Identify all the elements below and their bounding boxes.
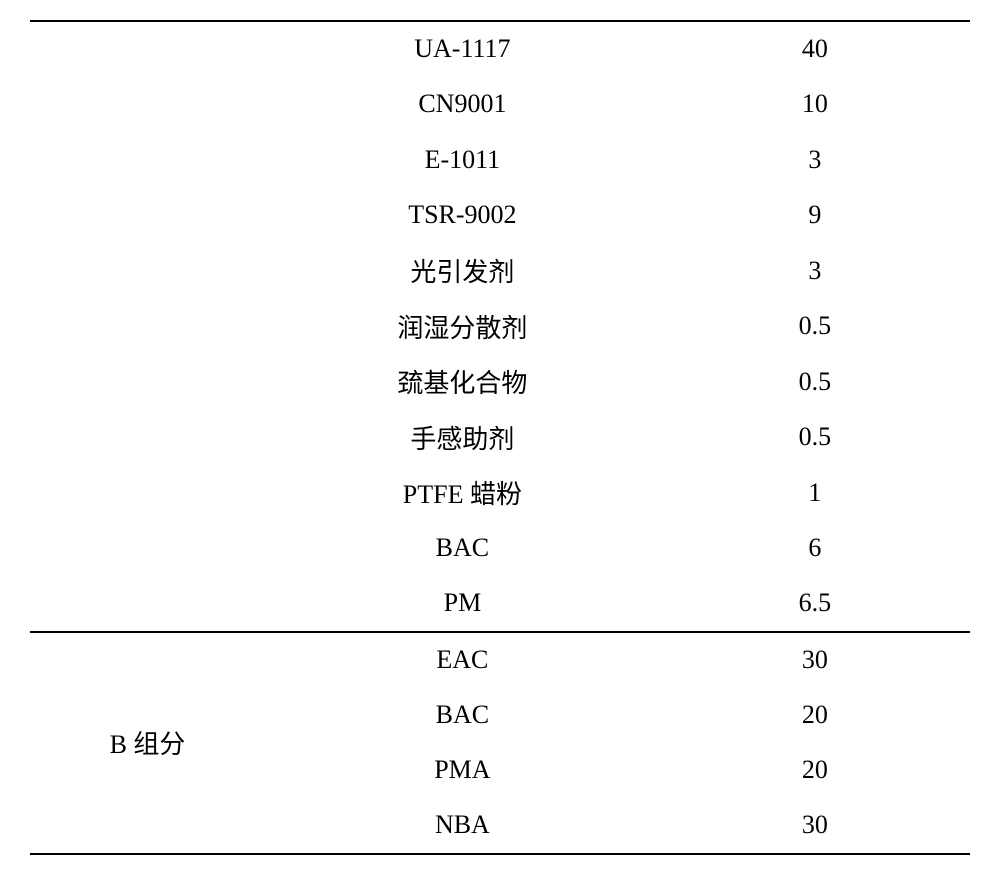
group-cell-empty <box>30 576 265 632</box>
group-cell-empty <box>30 243 265 299</box>
table-row: BAC 6 <box>30 521 970 577</box>
component-name: BAC <box>265 521 660 577</box>
table-row: B 组分 EAC 30 <box>30 632 970 688</box>
table-row: CN9001 10 <box>30 77 970 133</box>
component-value: 3 <box>660 243 970 299</box>
component-name: TSR-9002 <box>265 188 660 244</box>
component-name: CN9001 <box>265 77 660 133</box>
group-cell-empty <box>30 521 265 577</box>
component-value: 3 <box>660 132 970 188</box>
component-name: PM <box>265 576 660 632</box>
group-cell-empty <box>30 465 265 521</box>
component-value: 20 <box>660 743 970 799</box>
component-name: 润湿分散剂 <box>265 299 660 355</box>
component-name: BAC <box>265 687 660 743</box>
component-value: 1 <box>660 465 970 521</box>
group-label-b: B 组分 <box>30 632 265 854</box>
component-value: 30 <box>660 632 970 688</box>
table-row: UA-1117 40 <box>30 21 970 77</box>
component-value: 40 <box>660 21 970 77</box>
group-cell-empty <box>30 21 265 77</box>
component-name: E-1011 <box>265 132 660 188</box>
component-name: EAC <box>265 632 660 688</box>
group-cell-empty <box>30 354 265 410</box>
component-name: 手感助剂 <box>265 410 660 466</box>
component-value: 0.5 <box>660 410 970 466</box>
group-cell-empty <box>30 410 265 466</box>
component-name: PMA <box>265 743 660 799</box>
group-cell-empty <box>30 188 265 244</box>
component-value: 0.5 <box>660 354 970 410</box>
table-row: 巯基化合物 0.5 <box>30 354 970 410</box>
component-value: 6.5 <box>660 576 970 632</box>
component-value: 9 <box>660 188 970 244</box>
table-row: 手感助剂 0.5 <box>30 410 970 466</box>
table-row: PTFE 蜡粉 1 <box>30 465 970 521</box>
table-row: E-1011 3 <box>30 132 970 188</box>
component-value: 6 <box>660 521 970 577</box>
group-cell-empty <box>30 132 265 188</box>
table-row: 润湿分散剂 0.5 <box>30 299 970 355</box>
component-value: 0.5 <box>660 299 970 355</box>
component-name: PTFE 蜡粉 <box>265 465 660 521</box>
component-name: UA-1117 <box>265 21 660 77</box>
composition-table: UA-1117 40 CN9001 10 E-1011 3 TSR-9002 9… <box>30 20 970 855</box>
table-container: UA-1117 40 CN9001 10 E-1011 3 TSR-9002 9… <box>0 0 1000 875</box>
component-value: 30 <box>660 798 970 854</box>
component-name: 光引发剂 <box>265 243 660 299</box>
component-name: 巯基化合物 <box>265 354 660 410</box>
component-value: 10 <box>660 77 970 133</box>
component-name: NBA <box>265 798 660 854</box>
table-row: TSR-9002 9 <box>30 188 970 244</box>
table-row: PM 6.5 <box>30 576 970 632</box>
component-value: 20 <box>660 687 970 743</box>
table-row: 光引发剂 3 <box>30 243 970 299</box>
group-cell-empty <box>30 77 265 133</box>
group-cell-empty <box>30 299 265 355</box>
